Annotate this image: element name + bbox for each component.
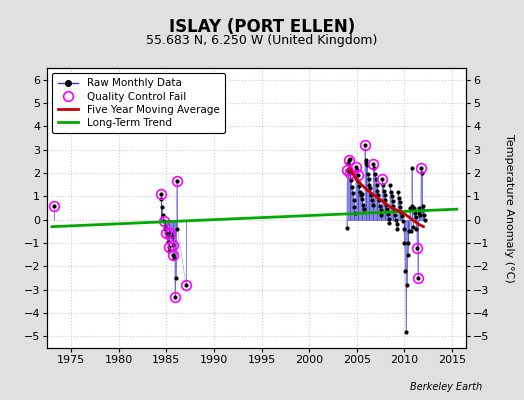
Text: 55.683 N, 6.250 W (United Kingdom): 55.683 N, 6.250 W (United Kingdom)	[146, 34, 378, 47]
Text: Berkeley Earth: Berkeley Earth	[410, 382, 482, 392]
Text: ISLAY (PORT ELLEN): ISLAY (PORT ELLEN)	[169, 18, 355, 36]
Y-axis label: Temperature Anomaly (°C): Temperature Anomaly (°C)	[504, 134, 514, 282]
Legend: Raw Monthly Data, Quality Control Fail, Five Year Moving Average, Long-Term Tren: Raw Monthly Data, Quality Control Fail, …	[52, 73, 225, 133]
